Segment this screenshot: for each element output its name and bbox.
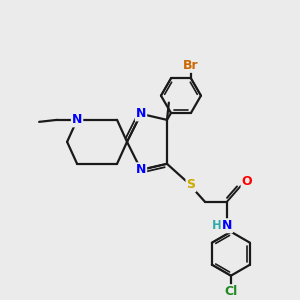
Text: N: N <box>136 163 146 176</box>
Text: Br: Br <box>183 59 199 72</box>
Text: Cl: Cl <box>224 285 238 298</box>
Text: N: N <box>136 107 146 120</box>
Text: O: O <box>242 175 252 188</box>
Text: H: H <box>212 219 222 232</box>
Text: N: N <box>222 219 232 232</box>
Text: N: N <box>72 113 82 126</box>
Text: S: S <box>187 178 196 191</box>
